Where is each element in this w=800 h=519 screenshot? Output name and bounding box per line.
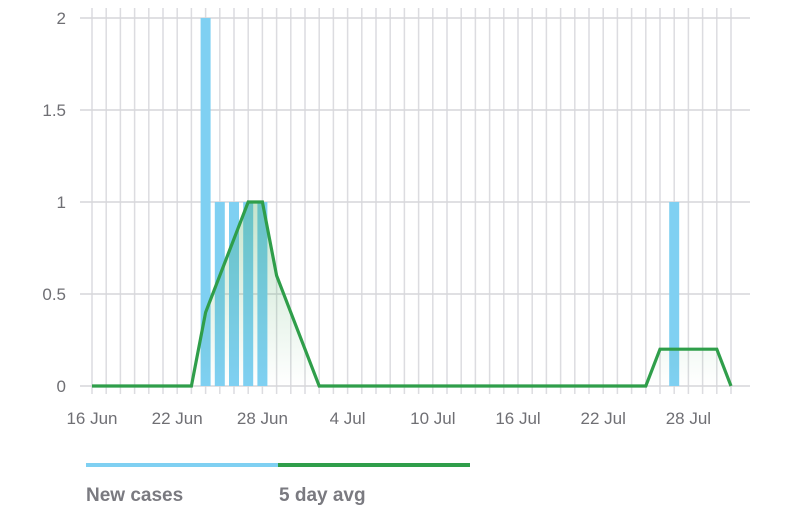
y-tick-label: 1.5 <box>42 101 66 120</box>
bar <box>200 18 211 386</box>
x-tick-label: 22 Jun <box>152 409 203 428</box>
x-axis-ticks: 16 Jun 22 Jun 28 Jun 4 Jul 10 Jul 16 Jul 22 Ju… <box>66 409 711 428</box>
y-tick-label: 0 <box>57 377 66 396</box>
y-tick-label: 2 <box>57 9 66 28</box>
x-tick-label: 4 Jul <box>330 409 366 428</box>
x-tick-label: 28 Jul <box>666 409 711 428</box>
y-axis-ticks: 0 0.5 1 1.5 2 <box>42 9 66 396</box>
y-tick-label: 1 <box>57 193 66 212</box>
y-tick-label: 0.5 <box>42 285 66 304</box>
x-tick-label: 16 Jul <box>495 409 540 428</box>
legend-avg-label: 5 day avg <box>279 485 366 506</box>
avg-area <box>92 202 731 386</box>
legend-new-cases-label: New cases <box>86 485 183 506</box>
x-tick-label: 28 Jun <box>237 409 288 428</box>
avg-area-fill <box>92 202 731 386</box>
x-tick-label: 16 Jun <box>66 409 117 428</box>
bar <box>669 202 680 386</box>
avg-line <box>92 200 733 388</box>
x-tick-label: 22 Jul <box>581 409 626 428</box>
x-tick-label: 10 Jul <box>410 409 455 428</box>
avg-line-layer <box>92 200 733 388</box>
grid <box>80 8 750 394</box>
legend: New cases 5 day avg <box>86 463 470 506</box>
